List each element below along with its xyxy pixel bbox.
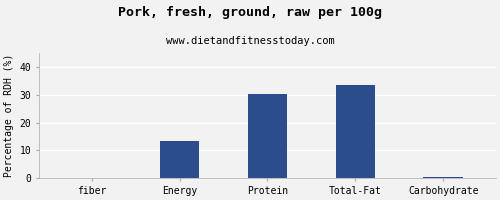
Bar <box>336 85 375 178</box>
Y-axis label: Percentage of RDH (%): Percentage of RDH (%) <box>4 54 14 177</box>
Text: Pork, fresh, ground, raw per 100g: Pork, fresh, ground, raw per 100g <box>118 6 382 19</box>
Bar <box>248 94 287 178</box>
Bar <box>160 141 200 178</box>
Bar <box>424 177 463 178</box>
Text: www.dietandfitnesstoday.com: www.dietandfitnesstoday.com <box>166 36 334 46</box>
